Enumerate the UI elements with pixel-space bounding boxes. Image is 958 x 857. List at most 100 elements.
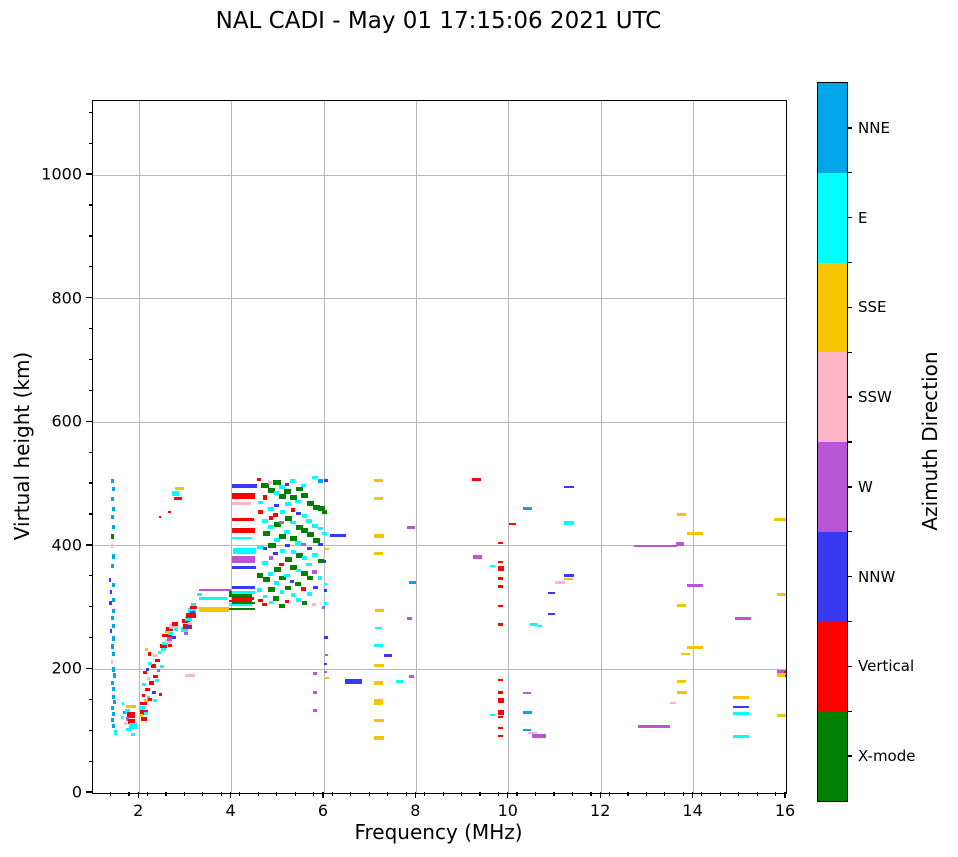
data-mark [169, 623, 178, 629]
data-mark [312, 671, 317, 675]
data-mark [166, 636, 173, 641]
data-mark [262, 561, 268, 565]
data-mark [173, 496, 183, 500]
data-mark [783, 670, 786, 674]
data-mark [165, 627, 173, 632]
data-mark [111, 582, 115, 587]
data-mark [261, 483, 270, 489]
data-mark [231, 484, 257, 488]
data-mark [374, 719, 384, 723]
data-mark [497, 541, 504, 544]
colorbar-boundary-tick [847, 172, 852, 174]
data-mark [296, 512, 301, 516]
data-mark [111, 496, 115, 502]
data-mark [374, 736, 384, 740]
colorbar-label: Azimuth Direction [918, 351, 942, 531]
data-mark [471, 477, 482, 481]
data-mark [295, 499, 301, 504]
data-mark [109, 628, 113, 634]
data-mark [111, 724, 115, 729]
data-mark [129, 723, 138, 730]
colorbar-segment [818, 262, 847, 353]
data-mark [785, 674, 786, 677]
data-mark [564, 573, 575, 578]
colorbar-tick [847, 755, 852, 757]
data-mark [497, 691, 504, 694]
chart-title: NAL CADI - May 01 17:15:06 2021 UTC [215, 8, 662, 34]
gridline-y [93, 668, 786, 670]
data-mark [318, 506, 326, 512]
data-mark [155, 679, 160, 683]
colorbar-segment [818, 352, 847, 442]
y-tick-label: 0 [71, 782, 82, 802]
data-mark [776, 673, 786, 677]
data-mark [231, 517, 254, 521]
data-mark [262, 547, 268, 551]
data-mark [677, 680, 686, 684]
data-mark [156, 669, 161, 673]
data-mark [167, 644, 173, 648]
data-mark [373, 478, 384, 482]
data-mark [279, 590, 285, 595]
data-mark [407, 616, 412, 620]
data-mark [111, 680, 115, 686]
data-mark [529, 623, 537, 626]
colorbar-segment [818, 621, 847, 712]
data-mark [290, 520, 296, 525]
data-mark [140, 709, 148, 715]
colorbar-tick [847, 396, 852, 398]
data-mark [143, 698, 148, 702]
data-mark [196, 592, 202, 596]
data-mark [677, 513, 686, 517]
data-mark [284, 573, 290, 578]
data-mark [284, 489, 292, 494]
y-tick-label: 200 [51, 658, 82, 678]
data-mark [125, 708, 130, 713]
data-mark [123, 710, 126, 714]
data-mark [312, 476, 318, 480]
data-mark [142, 683, 147, 687]
gridline-x [323, 101, 325, 793]
data-mark [472, 554, 482, 560]
colorbar-tick [847, 216, 852, 219]
data-mark [324, 662, 328, 666]
data-mark [111, 608, 115, 613]
data-mark [279, 603, 285, 608]
data-mark [278, 493, 286, 499]
data-mark [181, 619, 191, 624]
data-mark [112, 711, 116, 717]
data-mark [187, 608, 197, 614]
data-mark [497, 697, 505, 703]
data-mark [262, 495, 268, 501]
data-mark [229, 607, 255, 610]
data-mark [164, 638, 172, 644]
data-mark [490, 713, 495, 717]
data-mark [324, 547, 329, 551]
data-mark [301, 514, 308, 519]
data-mark [111, 478, 115, 484]
data-mark [262, 594, 268, 599]
data-mark [111, 514, 115, 519]
data-mark [257, 573, 263, 578]
data-mark [186, 612, 196, 618]
data-mark [677, 603, 686, 607]
data-mark [231, 601, 255, 604]
data-mark [284, 530, 290, 535]
data-mark [111, 534, 115, 539]
data-mark [262, 519, 268, 523]
colorbar-tick-label: NNE [858, 118, 890, 137]
data-mark [301, 556, 308, 561]
data-mark [306, 562, 312, 567]
data-mark [109, 590, 113, 595]
data-mark [284, 515, 292, 521]
data-mark [268, 601, 274, 605]
data-mark [497, 604, 504, 608]
data-mark [273, 596, 279, 601]
data-mark [190, 605, 197, 610]
gridline-y [93, 298, 786, 300]
gridline-y [93, 545, 786, 547]
data-mark [638, 725, 671, 728]
data-mark [776, 713, 786, 717]
data-mark [185, 625, 190, 629]
data-mark [268, 506, 274, 511]
